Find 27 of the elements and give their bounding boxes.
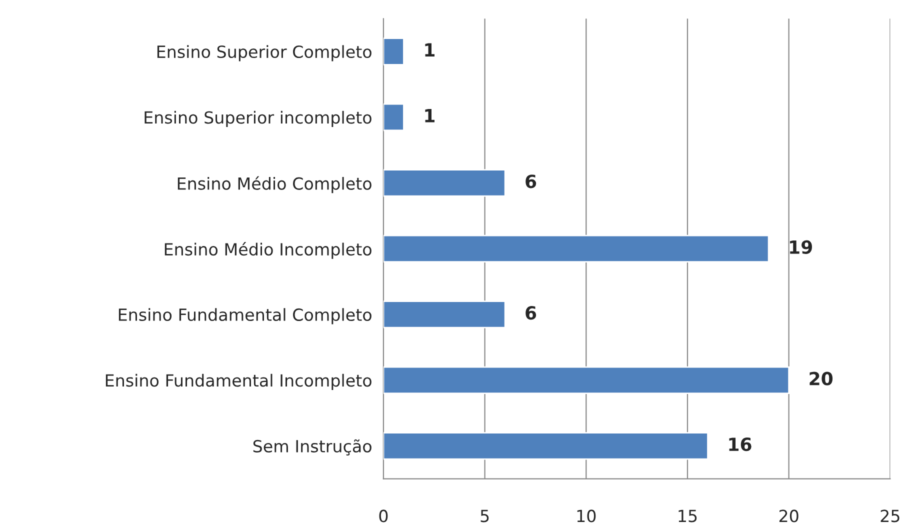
data-label: 20 xyxy=(810,372,833,386)
data-label: 1 xyxy=(425,43,434,56)
bar xyxy=(383,366,790,394)
data-label: 6 xyxy=(526,174,536,188)
x-tick-label: 0 xyxy=(379,510,388,522)
y-tick-label: Ensino Superior Completo xyxy=(157,45,372,62)
x-tick-label: 15 xyxy=(678,510,697,522)
bar xyxy=(383,300,506,328)
data-label: 16 xyxy=(729,438,752,452)
bar xyxy=(383,234,770,263)
bar xyxy=(383,169,506,197)
y-tick-label: Sem Instrução xyxy=(253,439,372,456)
x-tick-label: 10 xyxy=(577,510,596,522)
x-tick-label: 25 xyxy=(880,510,900,522)
y-tick-label: Ensino Fundamental Completo xyxy=(118,308,372,324)
y-tick-label: Ensino Superior incompleto xyxy=(144,110,372,128)
x-tick-label: 20 xyxy=(779,510,798,522)
data-label: 6 xyxy=(526,306,536,320)
data-label: 19 xyxy=(790,240,812,254)
bar xyxy=(383,38,404,66)
y-tick-label: Ensino Médio Incompleto xyxy=(164,242,372,259)
y-tick-label: Ensino Fundamental Incompleto xyxy=(106,374,372,390)
bar xyxy=(383,432,708,460)
bar xyxy=(383,103,404,132)
x-tick-label: 5 xyxy=(480,510,489,522)
y-tick-label: Ensino Médio Completo xyxy=(178,176,372,194)
data-label: 1 xyxy=(425,109,434,122)
